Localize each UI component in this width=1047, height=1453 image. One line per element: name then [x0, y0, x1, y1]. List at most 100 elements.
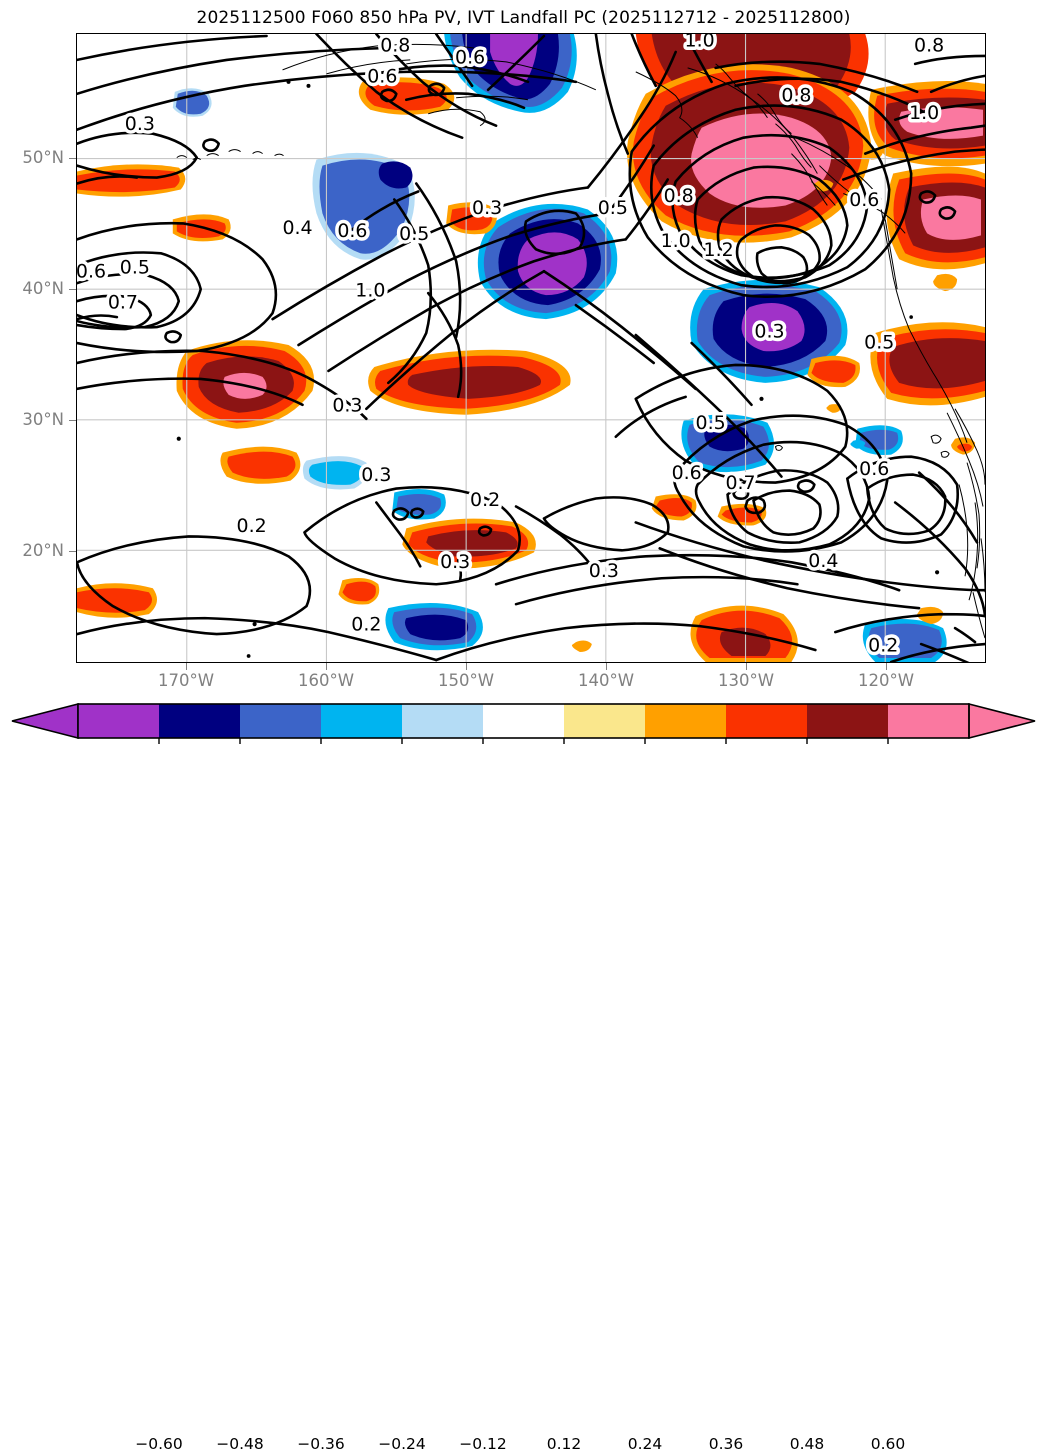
contour-label: 0.4 — [282, 217, 312, 239]
contour-label: 0.5 — [120, 257, 150, 279]
contour-label: 1.0 — [909, 102, 939, 124]
contour-label-halo: 0.5 — [696, 412, 726, 434]
colorbar-segment[interactable] — [726, 704, 808, 738]
map-canvas: 0.80.80.60.60.60.61.01.00.80.80.80.81.01… — [77, 34, 985, 662]
y-tick-label: 20°N — [22, 541, 64, 560]
contour-label-halo: 1.0 — [355, 280, 385, 302]
contour-label-halo: 0.6 — [77, 261, 106, 283]
contour-label-halo: 0.6 — [849, 189, 879, 211]
contour-label-halo: 0.6 — [367, 65, 397, 87]
contour-label: 0.5 — [696, 412, 726, 434]
contour-label: 0.3 — [472, 197, 502, 219]
contour-label-halo: 0.6 — [672, 462, 702, 484]
contour-label: 0.5 — [864, 332, 894, 354]
contour-label-halo: 1.2 — [704, 239, 734, 261]
contour-label: 0.3 — [440, 551, 470, 573]
colorbar-swatches[interactable] — [0, 700, 1047, 748]
contour-label: 0.6 — [455, 46, 485, 68]
colorbar-tick-label: 0.12 — [546, 1435, 582, 1453]
contour-label-halo: 0.3 — [332, 394, 362, 416]
contour-label-halo: 0.8 — [914, 34, 944, 56]
colorbar-segment[interactable] — [321, 704, 403, 738]
colorbar-segment[interactable] — [159, 704, 241, 738]
contour-label-halo: 0.5 — [864, 332, 894, 354]
contour-label-halo: 0.2 — [470, 489, 500, 511]
colorbar-extend-max — [968, 702, 1036, 740]
contour-label-halo: 0.5 — [598, 197, 628, 219]
colorbar-segment[interactable] — [483, 704, 565, 738]
contour-label-halo: 0.6 — [455, 46, 485, 68]
contour-label-halo: 0.6 — [337, 220, 367, 242]
contour-label: 0.6 — [77, 261, 106, 283]
contour-label: 0.7 — [108, 292, 138, 314]
colorbar-tick-label: −0.48 — [216, 1435, 264, 1453]
colorbar-tick-label: 0.24 — [627, 1435, 663, 1453]
contour-label-halo: 0.2 — [351, 614, 381, 636]
colorbar-segment[interactable] — [240, 704, 322, 738]
chart-page: 2025112500 F060 850 hPa PV, IVT Landfall… — [0, 8, 1047, 1453]
contour-label-halo: 0.3 — [589, 560, 619, 582]
contour-label: 0.8 — [664, 185, 694, 207]
contour-label: 0.3 — [361, 464, 391, 486]
contour-label-halo: 0.4 — [808, 550, 838, 572]
contour-label: 0.8 — [781, 84, 811, 106]
contour-label-halo: 0.3 — [125, 113, 155, 135]
contour-label: 0.6 — [849, 189, 879, 211]
contour-label: 0.3 — [125, 113, 155, 135]
x-tick-label: 130°W — [717, 671, 775, 690]
y-tick-label: 40°N — [22, 279, 64, 298]
x-tick-label: 170°W — [157, 671, 215, 690]
contour-label-halo: 1.0 — [909, 102, 939, 124]
contour-label: 0.6 — [859, 458, 889, 480]
contour-label: 0.2 — [868, 635, 898, 657]
colorbar-segment[interactable] — [645, 704, 727, 738]
colorbar-extend-min — [11, 702, 79, 740]
contour-label-halo: 0.7 — [108, 292, 138, 314]
colorbar-segment[interactable] — [807, 704, 889, 738]
contour-label: 0.7 — [725, 472, 755, 494]
contour-label-halo: 0.8 — [380, 34, 410, 56]
colorbar-segment[interactable] — [888, 704, 970, 738]
contour-label-halo: 0.6 — [859, 458, 889, 480]
contour-label-halo: 0.5 — [120, 257, 150, 279]
coastline-overlay — [176, 43, 985, 658]
map-plot-area: 0.8 0.8 0.6 0.6 0.6 0.6 1.0 1.0 0.8 0.8 0.8 0.8 1.0 1… — [76, 33, 986, 663]
contour-label: 0.5 — [598, 197, 628, 219]
colorbar-tick-label: −0.24 — [378, 1435, 426, 1453]
colorbar-segment[interactable] — [402, 704, 484, 738]
contour-label: 0.3 — [754, 321, 784, 343]
contour-label-halo: 0.3 — [754, 321, 784, 343]
contour-label: 1.0 — [685, 34, 715, 51]
contour-label-halo: 0.4 — [282, 217, 312, 239]
contour-label-halo: 0.8 — [664, 185, 694, 207]
y-tick-label: 30°N — [22, 410, 64, 429]
colorbar-segment[interactable] — [564, 704, 646, 738]
contour-label: 0.8 — [914, 34, 944, 56]
contour-label: 0.3 — [589, 560, 619, 582]
contour-label-halo: 0.7 — [725, 472, 755, 494]
y-tick-label: 50°N — [22, 148, 64, 167]
contour-label: 0.2 — [470, 489, 500, 511]
contour-label-halo: 1.0 — [661, 230, 691, 252]
contour-label: 1.2 — [704, 239, 734, 261]
contour-label: 0.8 — [380, 34, 410, 56]
colorbar-tick-label: −0.36 — [297, 1435, 345, 1453]
colorbar-segment[interactable] — [78, 704, 160, 738]
colorbar[interactable]: −0.60 −0.48 −0.36 −0.24 −0.12 0.12 0.24 0.36 0.4… — [0, 700, 1047, 1453]
x-tick-label: 160°W — [297, 671, 355, 690]
contour-label: 0.6 — [367, 65, 397, 87]
contour-label: 0.6 — [672, 462, 702, 484]
contour-label-halo: 1.0 — [685, 34, 715, 51]
contour-label-halo: 0.2 — [868, 635, 898, 657]
contour-label: 0.6 — [337, 220, 367, 242]
colorbar-tick-label: 0.36 — [708, 1435, 744, 1453]
contour-label: 1.0 — [355, 280, 385, 302]
contour-label-halo: 0.2 — [237, 515, 267, 537]
contour-label: 1.0 — [661, 230, 691, 252]
contour-label: 0.3 — [332, 394, 362, 416]
contour-label: 0.4 — [808, 550, 838, 572]
contour-label-halo: 0.3 — [440, 551, 470, 573]
contour-label: 0.5 — [399, 223, 429, 245]
contour-label: 0.2 — [237, 515, 267, 537]
x-tick-label: 140°W — [577, 671, 635, 690]
